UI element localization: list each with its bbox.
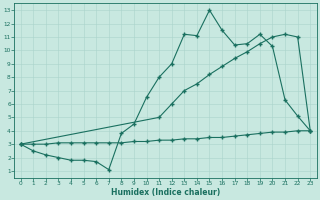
X-axis label: Humidex (Indice chaleur): Humidex (Indice chaleur)	[111, 188, 220, 197]
